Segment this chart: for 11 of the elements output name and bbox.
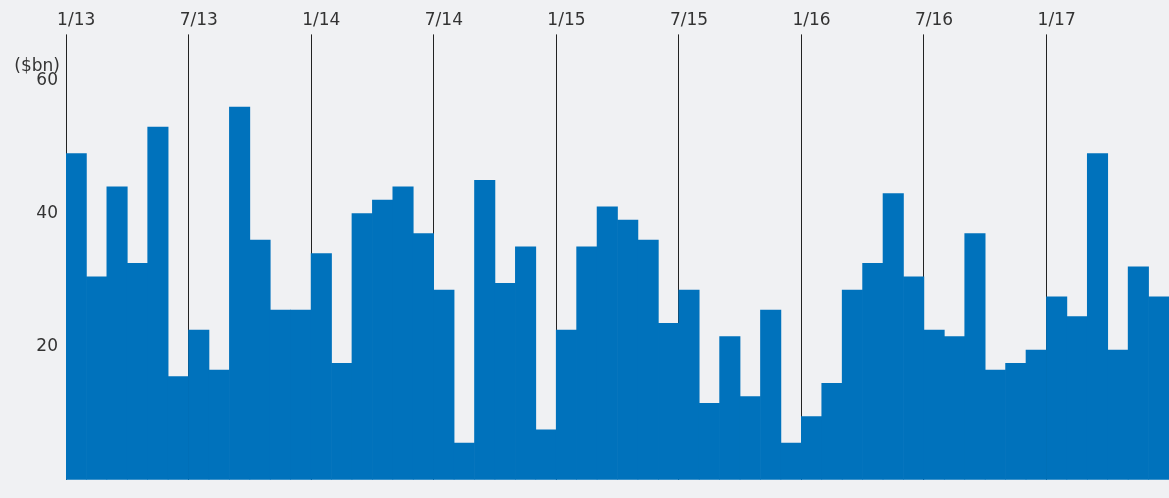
x-tick-label: 7/14 [424,8,463,29]
x-tick-label: 7/13 [179,8,218,29]
x-tick-label: 7/16 [915,8,954,29]
x-tick-label: 1/14 [302,8,341,29]
y-tick-label: 20 [36,335,58,356]
x-tick-label: 1/13 [57,8,96,29]
x-tick-label: 1/16 [792,8,831,29]
x-tick-label: 1/17 [1037,8,1076,29]
y-tick-label: 40 [36,201,58,222]
x-tick-label: 1/15 [547,8,586,29]
x-tick-label: 7/15 [669,8,709,29]
